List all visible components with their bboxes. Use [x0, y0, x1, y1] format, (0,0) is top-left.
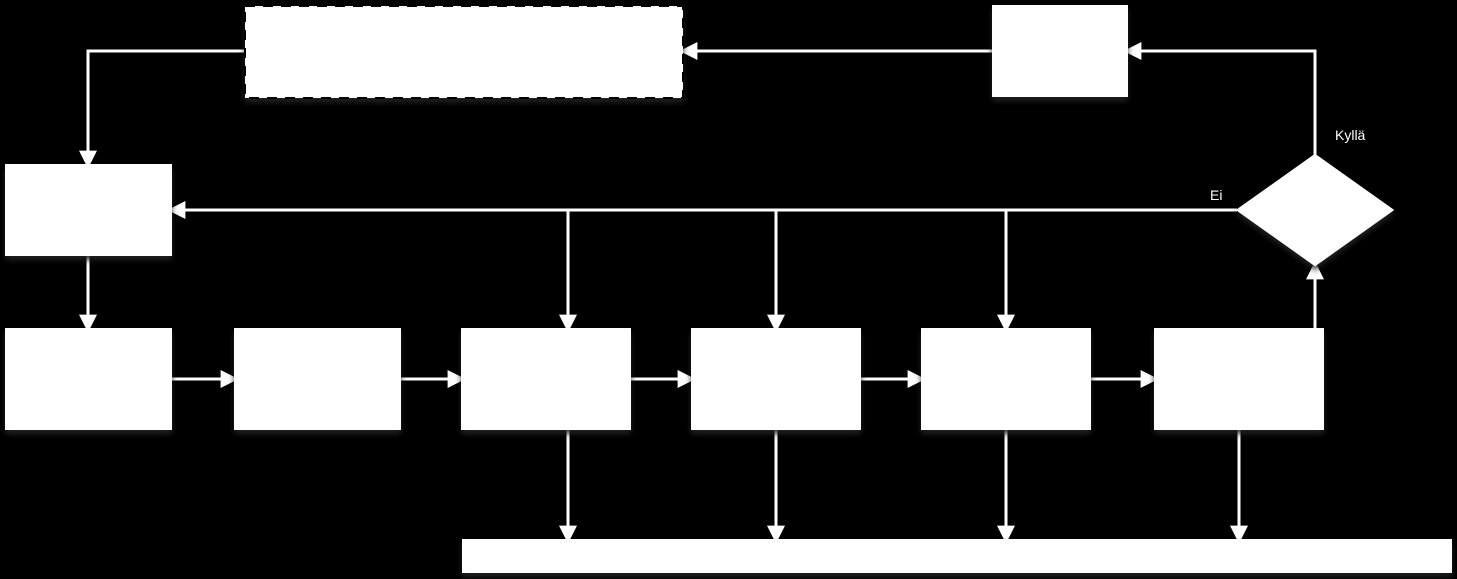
edge	[1127, 51, 1315, 155]
flow-node-n_left_mid	[6, 165, 171, 255]
flow-node-n_top_dashed	[245, 6, 683, 98]
edge-label: Ei	[1210, 187, 1222, 203]
flow-decision-n_decision	[1238, 155, 1393, 265]
flowchart-canvas: Kyllä Ei	[0, 0, 1457, 579]
flow-node-n_bottom_bar	[463, 540, 1451, 572]
flow-node-n_row3	[462, 329, 630, 429]
flow-node-n_row6	[1155, 329, 1323, 429]
edges-layer: Kyllä Ei	[88, 51, 1366, 540]
flow-node-n_top_right	[993, 6, 1127, 96]
flow-node-n_row4	[692, 329, 860, 429]
edge-label: Kyllä	[1335, 127, 1366, 143]
flow-node-n_row5	[922, 329, 1090, 429]
flow-node-n_row2	[235, 329, 400, 429]
edge	[88, 51, 245, 165]
nodes-layer	[6, 6, 1451, 572]
flow-node-n_row1	[6, 329, 171, 429]
